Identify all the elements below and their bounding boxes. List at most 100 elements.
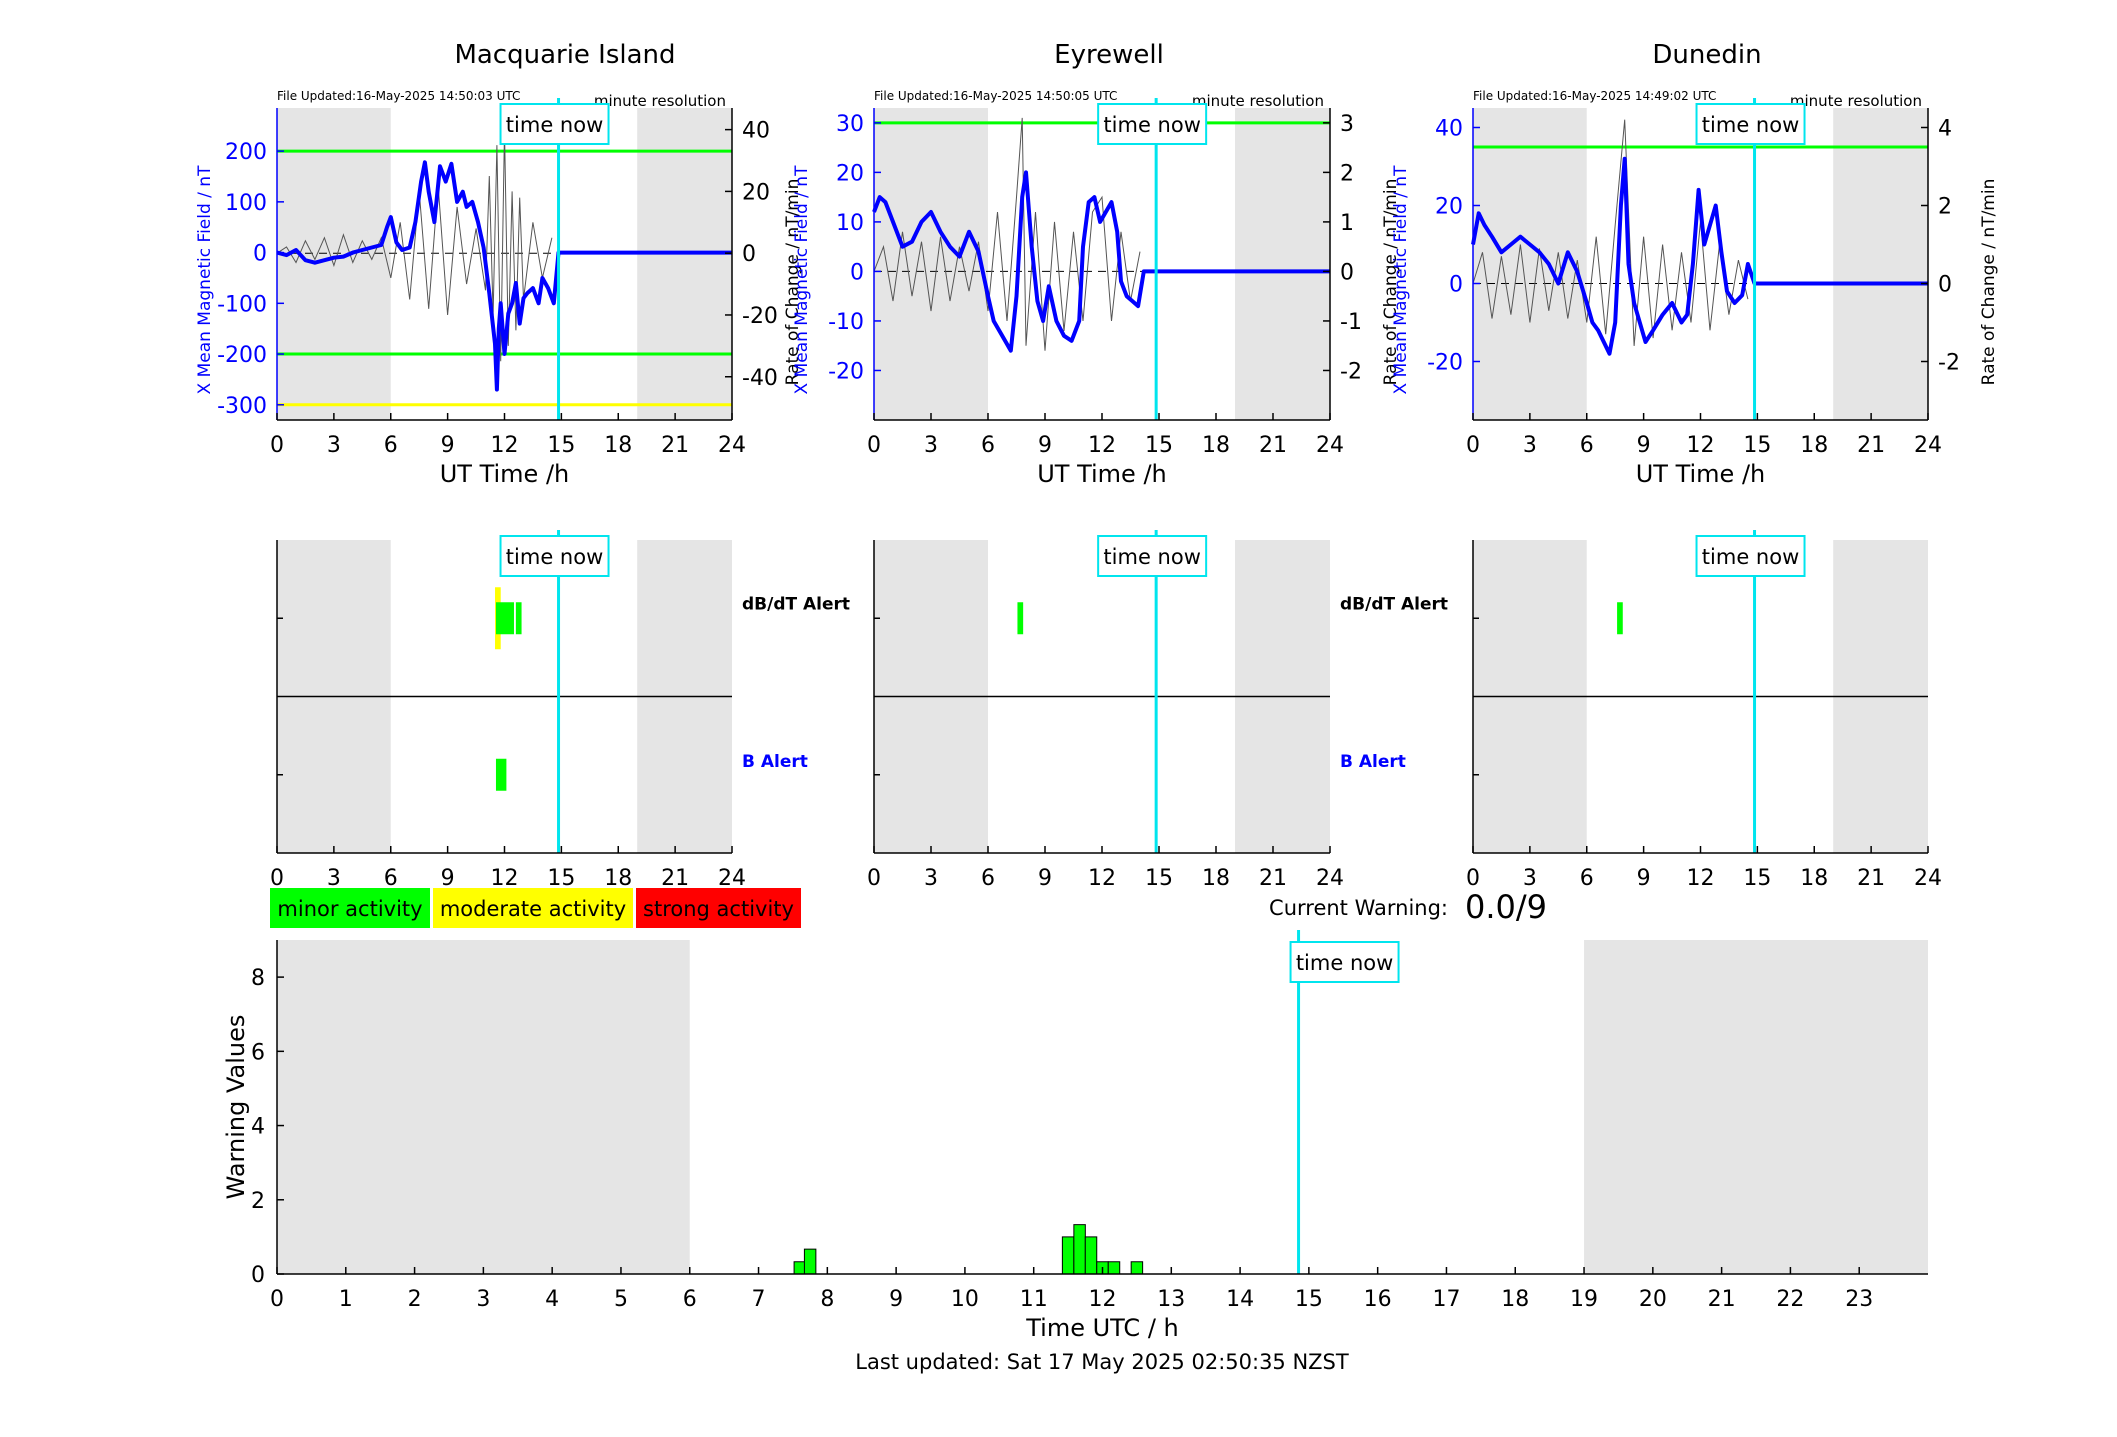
warning-x-tick-label: 0	[270, 1287, 284, 1312]
warning-x-tick-label: 15	[1295, 1287, 1323, 1312]
left-y-axis-label: X Mean Magnetic Field / nT	[792, 165, 812, 395]
station-1-x-tick-label: 0	[867, 433, 881, 458]
alert-0-x-tick-label: 15	[547, 866, 575, 891]
right-y-axis-label: Rate of Change / nT/min	[783, 179, 803, 386]
file-updated-text: File Updated:16-May-2025 14:50:03 UTC	[277, 89, 520, 103]
night-band	[874, 108, 988, 420]
right-y-tick-label: 2	[1938, 195, 1952, 220]
warning-x-tick-label: 11	[1020, 1287, 1048, 1312]
warning-x-tick-label: 22	[1776, 1287, 1804, 1312]
warning-x-tick-label: 21	[1708, 1287, 1736, 1312]
station-0-x-tick-label: 18	[604, 433, 632, 458]
warning-x-tick-label: 1	[339, 1287, 353, 1312]
alert-bar-green	[1017, 602, 1024, 635]
b-alert-label: B Alert	[1340, 752, 1406, 772]
warning-x-tick-label: 3	[476, 1287, 490, 1312]
rate-of-change-series	[873, 117, 1141, 351]
field-series	[872, 170, 1330, 353]
y-tick-label: 6	[251, 1040, 265, 1065]
alert-1-x-tick-label: 12	[1088, 866, 1116, 891]
right-y-tick-label: -2	[1938, 351, 1960, 376]
left-y-tick-label: 0	[1449, 273, 1463, 298]
dbdt-alert-label: dB/dT Alert	[1340, 594, 1448, 614]
station-0-x-tick-label: 21	[661, 433, 689, 458]
resolution-label: minute resolution	[1790, 92, 1922, 110]
left-y-tick-label: -200	[217, 343, 267, 368]
alert-1-x-tick-label: 6	[981, 866, 995, 891]
x-axis-label: UT Time /h	[440, 460, 570, 488]
alert-1-x-tick-label: 18	[1202, 866, 1230, 891]
x-axis-label: Time UTC / h	[1025, 1314, 1179, 1342]
alert-0-x-tick-label: 9	[441, 866, 455, 891]
station-1-x-tick-label: 3	[924, 433, 938, 458]
station-0-x-tick-label: 0	[270, 433, 284, 458]
field-series	[1471, 156, 1928, 356]
x-axis-label: UT Time /h	[1636, 460, 1766, 488]
night-band	[1584, 940, 1928, 1274]
station-0-x-tick-label: 3	[327, 433, 341, 458]
time-now-label: time now	[1296, 951, 1393, 975]
alert-2-x-tick-label: 12	[1687, 866, 1715, 891]
station-2-x-tick-label: 0	[1466, 433, 1480, 458]
station-2-x-tick-label: 12	[1687, 433, 1715, 458]
left-y-tick-label: -20	[828, 359, 864, 384]
left-y-tick-label: 0	[253, 242, 267, 267]
y-tick-label: 0	[251, 1263, 265, 1288]
y-tick-label: 4	[251, 1115, 265, 1140]
time-now-label-box	[1695, 103, 1806, 145]
right-y-tick-label: -40	[742, 366, 778, 391]
station-2-x-tick-label: 18	[1800, 433, 1828, 458]
x-axis-label: UT Time /h	[1037, 460, 1167, 488]
alert-2-x-tick-label: 3	[1523, 866, 1537, 891]
warning-bar	[1130, 1261, 1144, 1275]
legend-label: strong activity	[643, 897, 794, 921]
station-1-x-tick-label: 24	[1316, 433, 1344, 458]
file-updated-text: File Updated:16-May-2025 14:49:02 UTC	[1473, 89, 1716, 103]
night-band	[1235, 108, 1330, 420]
warning-bar	[1084, 1236, 1098, 1275]
current-warning-value: 0.0/9	[1465, 888, 1547, 926]
right-y-tick-label: 2	[1340, 161, 1354, 186]
alert-0-x-tick-label: 24	[718, 866, 746, 891]
legend-swatch	[433, 888, 633, 928]
right-y-tick-label: -20	[742, 304, 778, 329]
alert-2-x-tick-label: 9	[1637, 866, 1651, 891]
left-y-tick-label: 200	[225, 140, 267, 165]
time-now-label: time now	[1702, 545, 1799, 569]
station-0-x-tick-label: 12	[491, 433, 519, 458]
alert-1-x-tick-label: 9	[1038, 866, 1052, 891]
left-y-axis-label: X Mean Magnetic Field / nT	[195, 165, 215, 395]
warning-x-tick-label: 7	[752, 1287, 766, 1312]
station-2-x-tick-label: 21	[1857, 433, 1885, 458]
warning-x-tick-label: 4	[545, 1287, 559, 1312]
left-y-tick-label: -300	[217, 394, 267, 419]
station-1-x-tick-label: 15	[1145, 433, 1173, 458]
right-y-axis-label: Rate of Change / nT/min	[1381, 179, 1401, 386]
y-tick-label: 8	[251, 966, 265, 991]
station-1-x-tick-label: 21	[1259, 433, 1287, 458]
station-0-x-tick-label: 9	[441, 433, 455, 458]
alert-0-x-tick-label: 0	[270, 866, 284, 891]
warning-bar	[803, 1248, 817, 1275]
night-band	[1473, 108, 1587, 420]
alert-0-x-tick-label: 21	[661, 866, 689, 891]
time-now-label-box	[1097, 535, 1208, 577]
alert-0-x-tick-label: 3	[327, 866, 341, 891]
time-now-label: time now	[506, 113, 603, 137]
current-warning-label: Current Warning:	[1269, 896, 1448, 920]
warning-x-tick-label: 8	[820, 1287, 834, 1312]
alert-1-x-tick-label: 24	[1316, 866, 1344, 891]
legend-label: minor activity	[277, 897, 422, 921]
warning-x-tick-label: 18	[1501, 1287, 1529, 1312]
left-y-tick-label: 40	[1435, 117, 1463, 142]
warning-x-tick-label: 13	[1157, 1287, 1185, 1312]
time-now-label-box	[499, 535, 610, 577]
alert-0-x-tick-label: 18	[604, 866, 632, 891]
warning-x-tick-label: 17	[1432, 1287, 1460, 1312]
time-now-label-box	[499, 103, 610, 145]
warning-x-tick-label: 10	[951, 1287, 979, 1312]
warning-bar	[1061, 1236, 1075, 1275]
legend-label: moderate activity	[440, 897, 626, 921]
alert-bar-green	[495, 758, 507, 791]
